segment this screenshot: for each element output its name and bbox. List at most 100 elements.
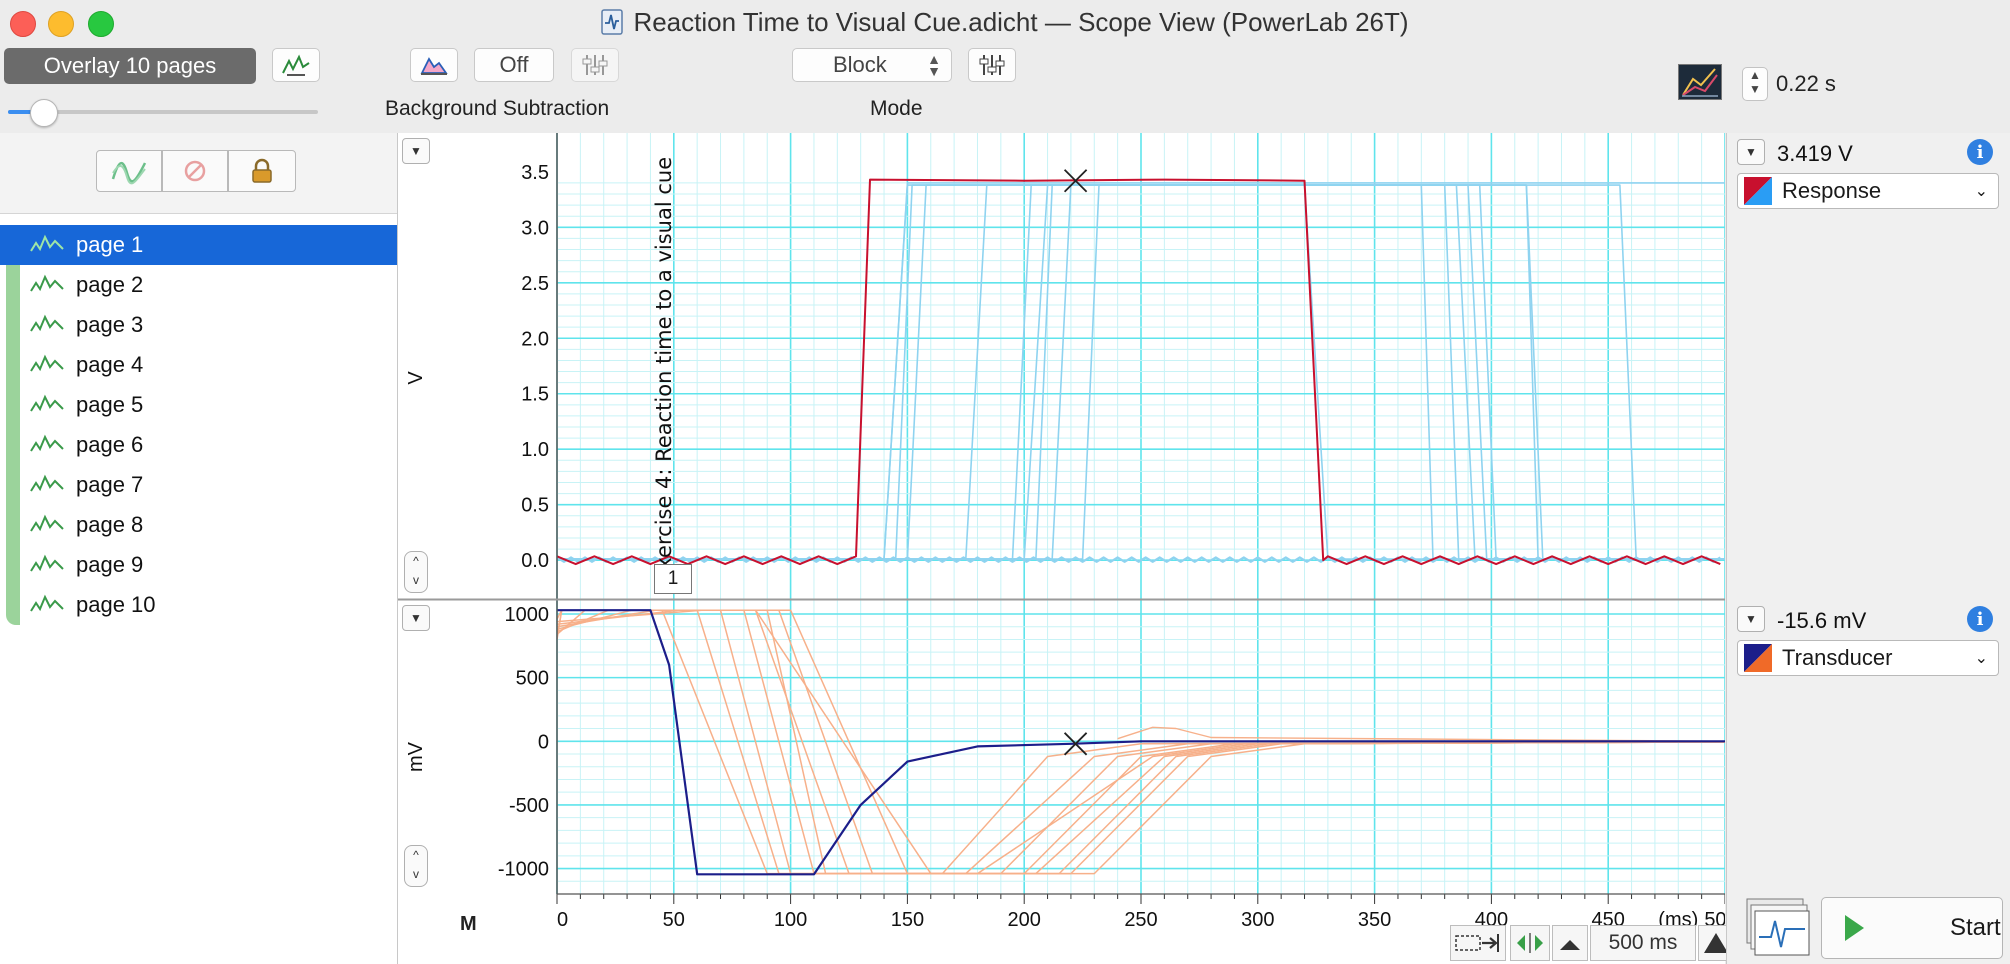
overlay-slider-knob[interactable] xyxy=(30,99,58,127)
channel2-scale-stepper[interactable]: ^ v xyxy=(404,845,428,887)
page-list-item[interactable]: page 4 xyxy=(0,345,397,385)
channel1-color-swatch xyxy=(1744,177,1772,205)
zoom-window-button[interactable] xyxy=(88,11,114,37)
mode-label: Mode xyxy=(870,97,923,120)
channel2-axis-menu[interactable]: ▼ xyxy=(402,605,430,631)
page-waveform-icon xyxy=(30,474,64,492)
page-list-item[interactable]: page 8 xyxy=(0,505,397,545)
large-mountain-icon xyxy=(1704,933,1728,953)
page-list: page 1 page 2 page 3 page 4 page 5 page 6 page… xyxy=(0,225,397,625)
show-waveform-button[interactable] xyxy=(96,150,162,192)
title-bar: Reaction Time to Visual Cue.adicht — Sco… xyxy=(0,0,2010,44)
page-label: page 7 xyxy=(76,472,144,497)
y-tick-label: 0.0 xyxy=(521,550,549,572)
page-waveform-icon xyxy=(30,394,64,412)
page-list-item[interactable]: page 9 xyxy=(0,545,397,585)
pages-sidebar: page 1 page 2 page 3 page 4 page 5 page 6 page… xyxy=(0,133,398,964)
x-tick-label: 250 xyxy=(1124,909,1157,931)
mode-select[interactable]: Block ▲ ▼ xyxy=(792,48,952,82)
y-tick-label: 1.0 xyxy=(521,439,549,461)
start-button[interactable]: Start xyxy=(1821,897,2003,959)
waveform-icon xyxy=(111,162,147,185)
page-list-item[interactable]: page 5 xyxy=(0,385,397,425)
channel1-scale-stepper[interactable]: ^ v xyxy=(404,551,428,593)
overlay-settings-icon xyxy=(282,54,310,76)
comment-number-badge[interactable]: 1 xyxy=(654,564,692,594)
x-tick-label: 50 xyxy=(663,909,685,931)
overlay-settings-button[interactable] xyxy=(272,48,320,82)
page-list-item[interactable]: page 1 xyxy=(0,225,397,265)
autoscale-icon xyxy=(1517,933,1543,953)
page-list-item[interactable]: page 2 xyxy=(0,265,397,305)
y-tick-label: 500 xyxy=(516,668,549,690)
background-subtraction-toggle[interactable]: Off xyxy=(474,48,554,82)
sampling-window-icon[interactable] xyxy=(1745,897,1811,957)
channel2-value-menu[interactable]: ▼ xyxy=(1737,606,1765,632)
y-tick-label: 3.0 xyxy=(521,217,549,239)
x-tick-label: 0 xyxy=(557,909,568,931)
background-subtraction-label: Background Subtraction xyxy=(385,97,610,120)
marker-button[interactable]: M xyxy=(460,913,477,935)
x-tick-label: 200 xyxy=(1008,909,1041,931)
overlay-pages-button[interactable]: Overlay 10 pages xyxy=(4,48,256,84)
page-label: page 1 xyxy=(76,232,144,257)
y-tick-label: 2.5 xyxy=(521,273,549,295)
sampling-window-icon-graphic xyxy=(1746,898,1810,956)
page-waveform-icon xyxy=(30,554,64,572)
page-waveform-icon xyxy=(30,234,64,252)
time-value: 0.22 s xyxy=(1776,71,1836,96)
exclude-page-button[interactable] xyxy=(162,150,228,192)
minimize-window-button[interactable] xyxy=(48,11,74,37)
y-tick-label: -1000 xyxy=(498,859,549,881)
page-waveform-icon xyxy=(30,354,64,372)
page-list-item[interactable]: page 3 xyxy=(0,305,397,345)
mode-value: Block xyxy=(833,52,887,77)
page-waveform-icon xyxy=(30,594,64,612)
scope-plots: 3.53.02.52.01.51.00.50.010005000-500-100… xyxy=(398,133,1725,964)
updown-chevron-icon: ▲ ▼ xyxy=(927,51,941,79)
y-tick-label: -500 xyxy=(509,795,549,817)
channel1-info-icon[interactable]: i xyxy=(1967,139,1993,165)
play-icon xyxy=(1845,915,1864,941)
channel2-info-icon[interactable]: i xyxy=(1967,606,1993,632)
channel1-selector[interactable]: Response ⌄ xyxy=(1737,173,1999,209)
background-subtraction-icon xyxy=(420,57,448,75)
y-tick-label: 1000 xyxy=(505,604,550,626)
view-options-button[interactable] xyxy=(1450,925,1506,961)
page-list-item[interactable]: page 7 xyxy=(0,465,397,505)
background-subtraction-settings-button[interactable] xyxy=(571,48,619,82)
page-list-item[interactable]: page 6 xyxy=(0,425,397,465)
channel1-name: Response xyxy=(1782,178,1882,203)
scope-plot-area: 3.5 3.0 2.5 2.0 1.5 1.0 0.5 0.0 1000 500 0 -500 -100… xyxy=(398,133,1725,964)
channel1-axis-menu[interactable]: ▼ xyxy=(402,138,430,164)
page-label: page 4 xyxy=(76,352,144,377)
page-label: page 6 xyxy=(76,432,144,457)
small-mountain-icon xyxy=(1560,940,1580,950)
y-tick-label: 0.5 xyxy=(521,495,549,517)
zoom-out-time-button[interactable] xyxy=(1552,925,1588,961)
mode-settings-button[interactable] xyxy=(968,48,1016,82)
page-label: page 3 xyxy=(76,312,144,337)
sidebar-toolbar xyxy=(0,133,397,214)
y-tick-label: 1.5 xyxy=(521,384,549,406)
xy-plot-button[interactable] xyxy=(1678,64,1722,100)
channel-panel: ▼ 3.419 V i Response ⌄ ▼ -15.6 mV i Tran… xyxy=(1726,133,2010,964)
close-window-button[interactable] xyxy=(10,11,36,37)
channel1-main-trace xyxy=(556,178,1721,566)
cursor-marker-channel1[interactable] xyxy=(1063,169,1088,193)
overlay-slider-track[interactable] xyxy=(8,110,318,114)
window-title: Reaction Time to Visual Cue.adicht — Sco… xyxy=(633,6,1409,37)
channel2-value: -15.6 mV xyxy=(1777,608,1867,633)
cursor-marker-channel2[interactable] xyxy=(1063,732,1088,756)
channel1-value-menu[interactable]: ▼ xyxy=(1737,139,1765,165)
channel2-selector[interactable]: Transducer ⌄ xyxy=(1737,640,1999,676)
page-list-item[interactable]: page 10 xyxy=(0,585,397,625)
lock-pages-button[interactable] xyxy=(228,150,296,192)
autoscale-time-button[interactable] xyxy=(1510,925,1550,961)
time-stepper[interactable]: ▲ ▼ xyxy=(1742,67,1768,101)
document-icon xyxy=(601,9,624,35)
background-subtraction-icon-button[interactable] xyxy=(410,48,458,82)
page-label: page 2 xyxy=(76,272,144,297)
x-tick-label: 300 xyxy=(1241,909,1274,931)
channel2-name: Transducer xyxy=(1782,645,1893,670)
